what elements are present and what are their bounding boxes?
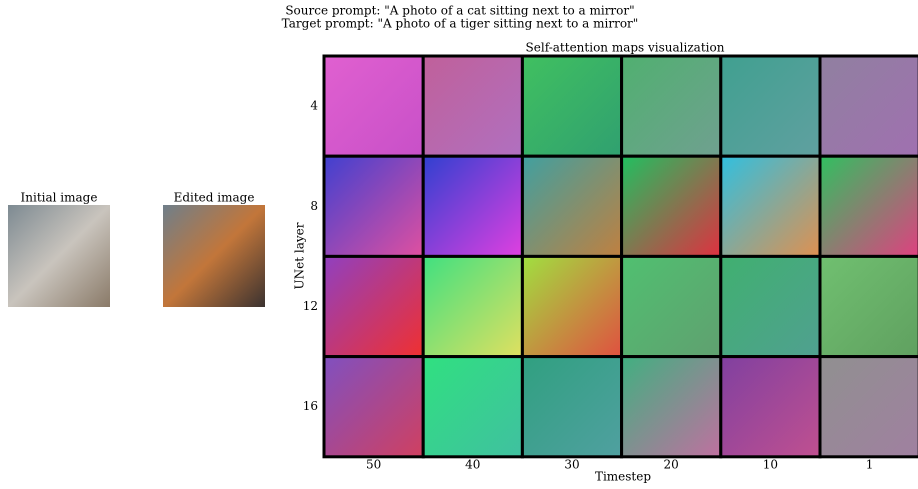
x-tick-label: 50 — [366, 458, 381, 472]
y-tick-label: 4 — [310, 99, 318, 113]
attention-map — [818, 154, 918, 258]
attention-map — [719, 54, 822, 158]
attention-map — [818, 355, 918, 459]
attention-map — [322, 355, 425, 459]
y-tick-label: 8 — [310, 199, 318, 213]
x-tick-label: 10 — [763, 458, 778, 472]
attention-map — [620, 254, 723, 359]
attention-map — [421, 254, 524, 359]
initial-image — [8, 205, 110, 307]
attention-map — [620, 154, 723, 258]
attention-map — [322, 154, 425, 258]
attention-map — [620, 355, 723, 459]
attention-map — [520, 154, 624, 258]
attention-map — [322, 254, 425, 359]
attention-map — [620, 54, 723, 158]
attention-map — [421, 54, 524, 158]
edited-image — [163, 205, 265, 307]
panel-title: Initial image — [21, 191, 98, 205]
grid-title: Self-attention maps visualization — [526, 41, 725, 55]
x-tick-label: 30 — [564, 458, 579, 472]
source-prompt: Source prompt: "A photo of a cat sitting… — [285, 4, 634, 18]
x-tick-label: 40 — [465, 458, 480, 472]
attention-map — [520, 355, 624, 459]
attention-map — [520, 54, 624, 158]
attention-map — [520, 254, 624, 359]
attention-grid — [322, 54, 918, 459]
x-tick-label: 1 — [866, 458, 874, 472]
y-axis-label: UNet layer — [293, 222, 307, 289]
attention-map — [421, 154, 524, 258]
attention-map — [719, 254, 822, 359]
attention-map — [719, 154, 822, 258]
target-prompt: Target prompt: "A photo of a tiger sitti… — [282, 17, 639, 31]
y-tick-label: 16 — [303, 399, 318, 413]
panel-title: Edited image — [174, 191, 255, 205]
x-tick-label: 20 — [664, 458, 679, 472]
x-axis-label: Timestep — [595, 470, 651, 484]
attention-map — [818, 54, 918, 158]
attention-map — [322, 54, 425, 158]
attention-map — [719, 355, 822, 459]
attention-map — [421, 355, 524, 459]
y-tick-label: 12 — [303, 299, 318, 313]
attention-map — [818, 254, 918, 359]
